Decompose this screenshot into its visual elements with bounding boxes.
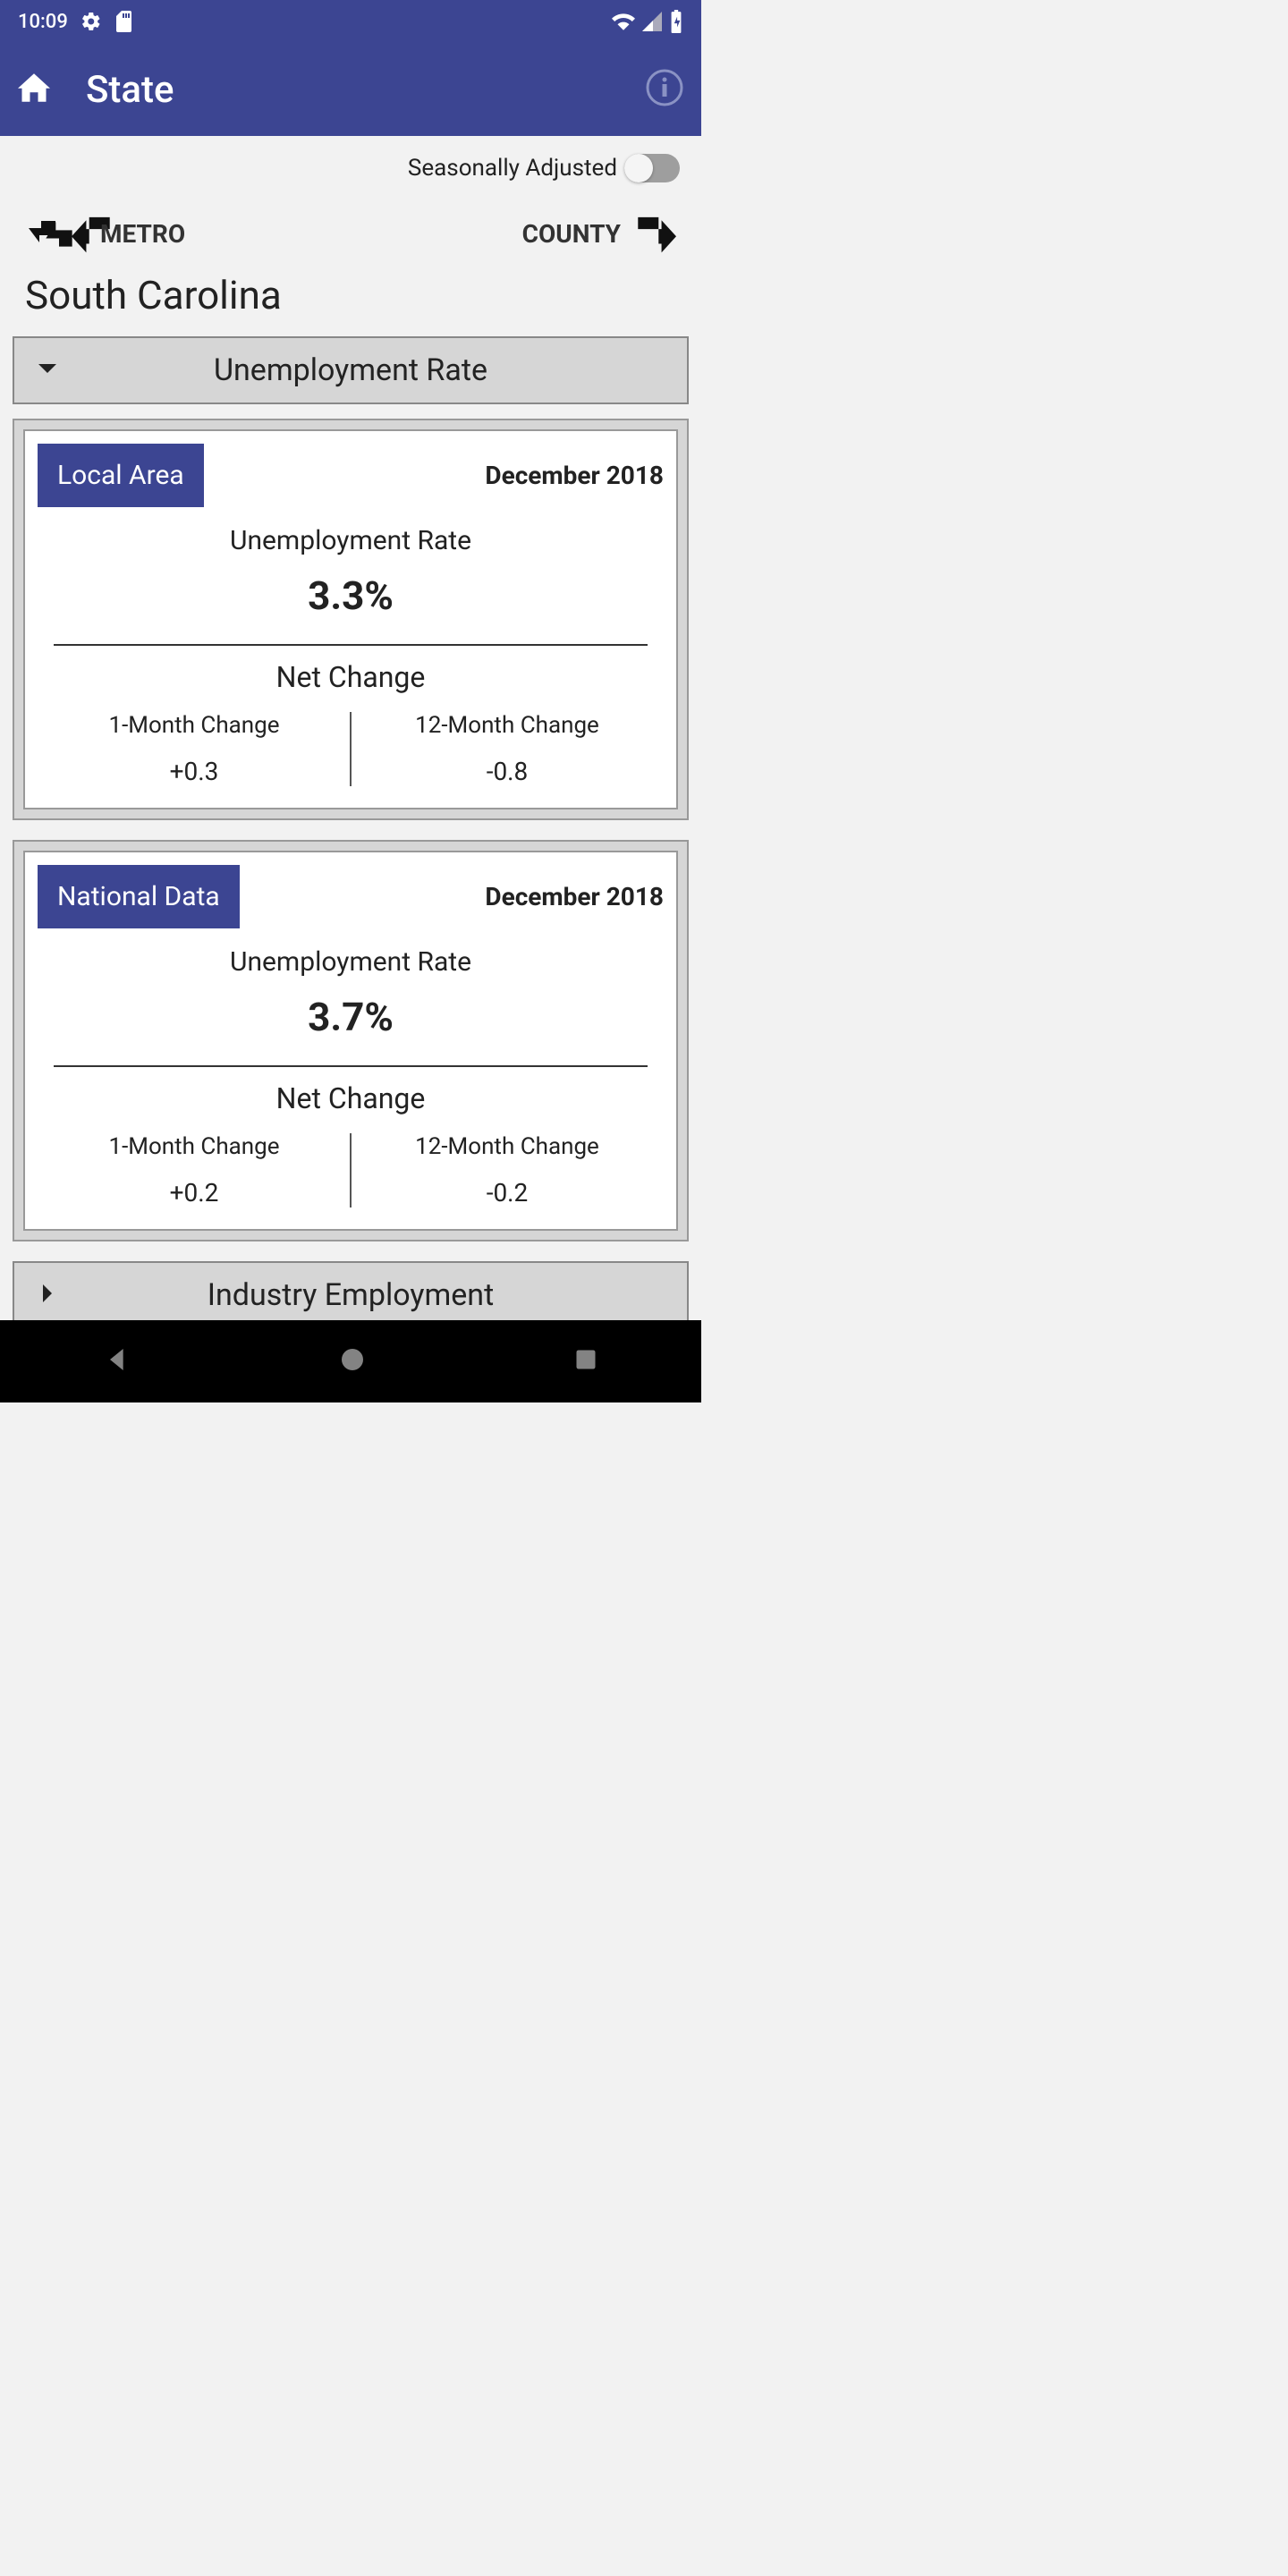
national-1month-label: 1-Month Change	[38, 1133, 351, 1160]
chevron-down-icon	[34, 355, 61, 386]
local-badge: Local Area	[38, 444, 204, 507]
status-time: 10:09	[18, 11, 68, 33]
local-area-card: Local Area December 2018 Unemployment Ra…	[23, 429, 678, 809]
vertical-divider	[350, 1133, 352, 1208]
signal-icon	[642, 12, 662, 31]
national-12month-col: 12-Month Change -0.2	[351, 1133, 664, 1208]
national-1month-val: +0.2	[38, 1178, 351, 1208]
national-metric-value: 3.7%	[38, 994, 664, 1040]
national-net-change-label: Net Change	[38, 1081, 664, 1115]
local-12month-label: 12-Month Change	[351, 712, 664, 739]
turn-down-right-icon	[635, 214, 676, 253]
national-data-card: National Data December 2018 Unemployment…	[23, 851, 678, 1231]
local-12month-col: 12-Month Change -0.8	[351, 712, 664, 786]
local-1month-val: +0.3	[38, 757, 351, 786]
section-title: Unemployment Rate	[14, 352, 687, 388]
national-1month-col: 1-Month Change +0.2	[38, 1133, 351, 1208]
sd-card-icon	[114, 11, 134, 32]
info-icon[interactable]	[646, 69, 683, 110]
page-title: State	[86, 68, 646, 112]
local-date: December 2018	[485, 461, 664, 490]
local-1month-label: 1-Month Change	[38, 712, 351, 739]
county-label: COUNTY	[522, 219, 621, 249]
divider	[54, 1065, 648, 1067]
vertical-divider	[350, 712, 352, 786]
status-bar: 10:09	[0, 0, 701, 43]
recent-apps-button[interactable]	[573, 1347, 598, 1376]
unemployment-rate-header[interactable]: Unemployment Rate	[13, 336, 689, 404]
national-date: December 2018	[485, 882, 664, 911]
national-metric-title: Unemployment Rate	[38, 946, 664, 978]
national-12month-label: 12-Month Change	[351, 1133, 664, 1160]
home-icon[interactable]	[18, 73, 50, 106]
national-data-card-outer: National Data December 2018 Unemployment…	[13, 840, 689, 1241]
national-12month-val: -0.2	[351, 1178, 664, 1208]
section-title: Industry Employment	[14, 1277, 687, 1313]
toggle-label: Seasonally Adjusted	[408, 155, 617, 182]
back-button[interactable]	[103, 1345, 131, 1377]
gear-icon	[80, 11, 102, 32]
local-metric-value: 3.3%	[38, 572, 664, 619]
chevron-right-icon	[34, 1280, 61, 1310]
content-area: Seasonally Adjusted METRO COUNTY South C…	[0, 136, 701, 1329]
local-net-change-label: Net Change	[38, 660, 664, 694]
home-button[interactable]	[338, 1345, 367, 1377]
national-changes: 1-Month Change +0.2 12-Month Change -0.2	[38, 1133, 664, 1208]
geo-nav-row: METRO COUNTY	[0, 191, 701, 263]
state-name: South Carolina	[0, 263, 701, 336]
local-12month-val: -0.8	[351, 757, 664, 786]
industry-employment-header[interactable]: Industry Employment	[13, 1261, 689, 1329]
seasonally-adjusted-row: Seasonally Adjusted	[0, 136, 701, 191]
action-bar: State	[0, 43, 701, 136]
local-changes: 1-Month Change +0.3 12-Month Change -0.8	[38, 712, 664, 786]
toggle-knob	[624, 154, 653, 182]
android-nav-bar	[0, 1320, 701, 1402]
wifi-icon	[612, 13, 635, 30]
local-area-card-outer: Local Area December 2018 Unemployment Ra…	[13, 419, 689, 820]
metro-label: METRO	[100, 219, 185, 249]
county-button[interactable]: COUNTY	[522, 214, 676, 253]
local-metric-title: Unemployment Rate	[38, 525, 664, 556]
seasonally-adjusted-toggle[interactable]	[624, 154, 680, 182]
metro-button[interactable]: METRO	[25, 213, 185, 254]
national-badge: National Data	[38, 865, 240, 928]
local-1month-col: 1-Month Change +0.3	[38, 712, 351, 786]
divider	[54, 644, 648, 646]
battery-icon	[669, 10, 683, 33]
